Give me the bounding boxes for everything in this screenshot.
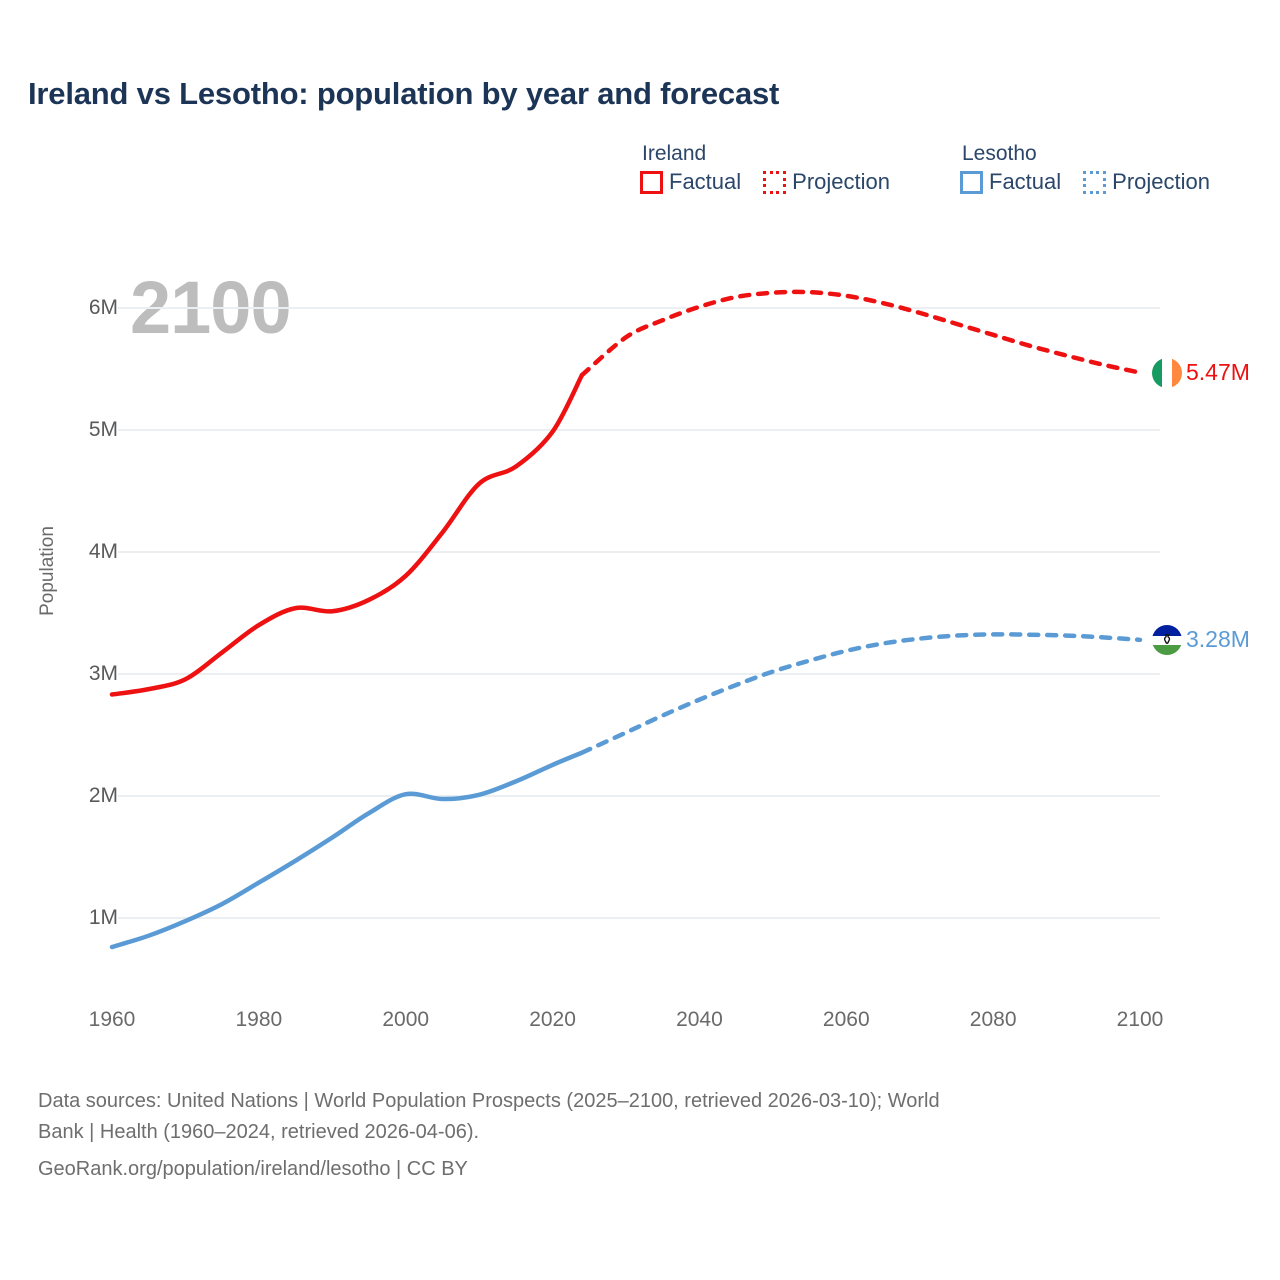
end-value-ireland: 5.47M bbox=[1186, 359, 1250, 386]
legend-item-ireland-projection[interactable]: Projection bbox=[763, 169, 890, 195]
legend-group-lesotho: Lesotho Factual Projection bbox=[960, 142, 1210, 195]
x-tick-label: 1980 bbox=[235, 1008, 283, 1031]
line-lesotho-projection bbox=[579, 632, 1143, 755]
footer-line-2: Bank | Health (1960–2024, retrieved 2026… bbox=[38, 1121, 480, 1143]
legend-label-lesotho-factual: Factual bbox=[989, 169, 1062, 195]
footer-line-3[interactable]: GeoRank.org/population/ireland/lesotho |… bbox=[38, 1158, 468, 1180]
ireland-flag-icon bbox=[1152, 357, 1182, 388]
y-tick-label: 6M bbox=[88, 296, 118, 319]
legend-swatch-dotted-icon bbox=[763, 170, 787, 194]
y-axis-ticks: 1M 2M 3M 4M 5M 6M bbox=[0, 0, 118, 1280]
legend-group-ireland: Ireland Factual Projection bbox=[640, 142, 890, 195]
y-tick-label: 4M bbox=[88, 540, 118, 563]
line-lesotho-factual bbox=[109, 750, 585, 950]
chart-legend: Ireland Factual Projection Lesotho Factu… bbox=[640, 142, 1210, 195]
y-tick-label: 1M bbox=[88, 906, 118, 929]
legend-country-lesotho: Lesotho bbox=[962, 142, 1037, 165]
x-tick-label: 2080 bbox=[969, 1008, 1017, 1031]
line-ireland-factual bbox=[109, 372, 585, 697]
mokorotlo-icon: ⚱ bbox=[1160, 631, 1174, 649]
end-label-lesotho: ⚱ 3.28M bbox=[1152, 624, 1250, 655]
footer-sources: Data sources: United Nations | World Pop… bbox=[38, 1086, 1238, 1185]
end-label-ireland: 5.47M bbox=[1152, 357, 1250, 388]
legend-item-lesotho-factual[interactable]: Factual bbox=[960, 169, 1061, 195]
x-tick-label: 1960 bbox=[88, 1008, 136, 1031]
legend-label-ireland-factual: Factual bbox=[669, 169, 742, 195]
x-tick-label: 2100 bbox=[1116, 1008, 1164, 1031]
x-tick-label: 2040 bbox=[676, 1008, 723, 1031]
year-watermark: 2100 bbox=[130, 266, 292, 349]
legend-swatch-solid-icon bbox=[640, 170, 663, 194]
x-tick-label: 2000 bbox=[382, 1008, 430, 1031]
end-value-lesotho: 3.28M bbox=[1186, 626, 1250, 653]
legend-swatch-solid-icon bbox=[960, 170, 983, 194]
legend-swatch-dotted-icon bbox=[1083, 170, 1107, 194]
legend-country-ireland: Ireland bbox=[642, 142, 707, 165]
legend-label-ireland-projection: Projection bbox=[792, 169, 890, 195]
legend-item-ireland-factual[interactable]: Factual bbox=[640, 169, 741, 195]
legend-label-lesotho-projection: Projection bbox=[1112, 169, 1210, 195]
lesotho-flag-icon: ⚱ bbox=[1152, 624, 1182, 655]
x-tick-label: 2020 bbox=[529, 1008, 576, 1031]
y-tick-label: 5M bbox=[88, 418, 118, 441]
x-tick-label: 2060 bbox=[822, 1008, 870, 1031]
page-title: Ireland vs Lesotho: population by year a… bbox=[28, 76, 780, 111]
y-tick-label: 2M bbox=[88, 784, 118, 807]
line-ireland-projection bbox=[579, 289, 1143, 378]
footer-line-1: Data sources: United Nations | World Pop… bbox=[38, 1090, 940, 1112]
legend-item-lesotho-projection[interactable]: Projection bbox=[1083, 169, 1210, 195]
y-tick-label: 3M bbox=[88, 662, 118, 685]
